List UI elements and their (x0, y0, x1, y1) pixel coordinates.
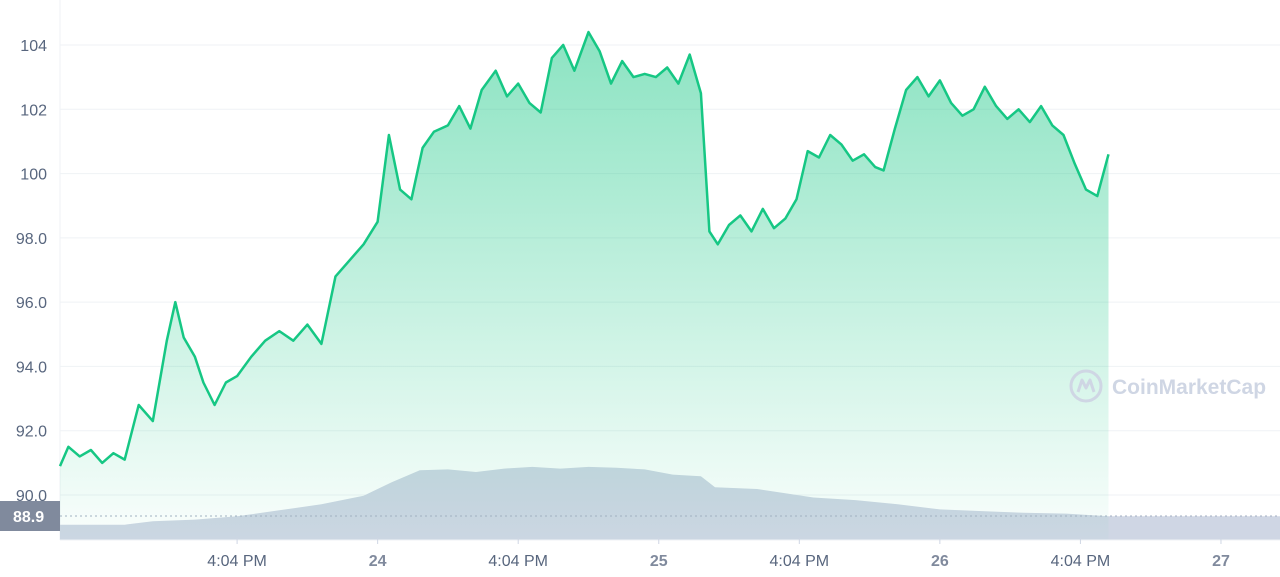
y-tick-label: 104 (20, 38, 47, 55)
x-tick-label: 4:04 PM (207, 553, 267, 570)
x-tick-label: 24 (369, 553, 387, 570)
x-tick-label: 4:04 PM (488, 553, 548, 570)
price-area-fill (60, 32, 1109, 540)
coinmarketcap-watermark: CoinMarketCap (1069, 369, 1266, 403)
y-tick-label: 100 (20, 167, 47, 184)
y-tick-label: 96.0 (16, 295, 47, 312)
coinmarketcap-logo-icon (1069, 369, 1103, 403)
price-line (58, 30, 1110, 467)
watermark-text: CoinMarketCap (1112, 376, 1266, 399)
x-tick-label: 25 (650, 553, 668, 570)
y-tick-label: 92.0 (16, 424, 47, 441)
y-axis: 90.0 92.0 94.0 96.0 98.0 100 102 104 (16, 0, 61, 540)
x-axis: 4:04 PM 24 4:04 PM 25 4:04 PM 26 4:04 PM 27 (60, 538, 1280, 570)
y-tick-label: 98.0 (16, 231, 47, 248)
y-tick-label: 94.0 (16, 359, 47, 376)
last-price-value: 88.9 (13, 509, 44, 526)
x-tick-label: 27 (1212, 553, 1230, 570)
y-tick-label: 102 (20, 102, 47, 119)
x-tick-label: 4:04 PM (770, 553, 830, 570)
last-price-badge: 88.9 (0, 501, 60, 531)
x-tick-label: 4:04 PM (1051, 553, 1111, 570)
x-tick-label: 26 (931, 553, 949, 570)
price-area (58, 30, 1110, 540)
y-tick-label: 90.0 (16, 488, 47, 505)
